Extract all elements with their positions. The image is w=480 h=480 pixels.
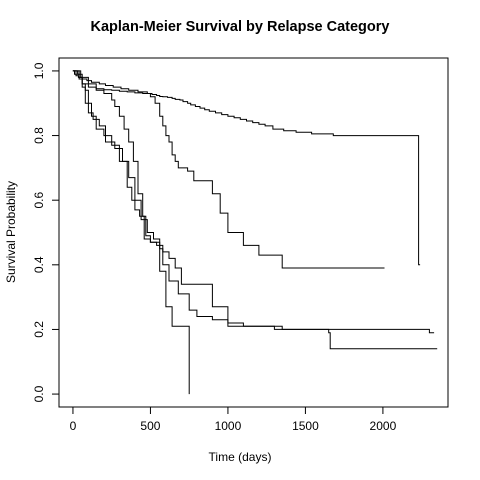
y-tick-label: 0.8 <box>32 127 46 144</box>
plot-frame <box>58 57 449 408</box>
chart-title: Kaplan-Meier Survival by Relapse Categor… <box>90 19 390 35</box>
survival-curve-5 <box>72 70 438 350</box>
y-axis-label: Survival Probability <box>4 180 18 284</box>
series-group <box>72 70 438 395</box>
y-tick-label: 0.4 <box>32 256 46 273</box>
survival-curve-4 <box>72 70 435 334</box>
y-tick-label: 0.0 <box>32 385 46 402</box>
survival-curve-3 <box>72 70 190 395</box>
y-tick-label: 0.6 <box>32 192 46 209</box>
y-tick-label: 0.2 <box>32 321 46 338</box>
survival-curve-2 <box>72 70 385 269</box>
x-tick-label: 1500 <box>292 419 319 433</box>
x-tick-label: 1000 <box>215 419 242 433</box>
y-tick-label: 1.0 <box>32 62 46 79</box>
x-tick-label: 0 <box>70 419 77 433</box>
survival-curve-1 <box>72 70 421 266</box>
x-tick-label: 500 <box>140 419 160 433</box>
x-axis-label: Time (days) <box>208 450 272 464</box>
axes: 0 500 1000 1500 2000 0.0 0.2 0.4 0.6 0.8 1.0 <box>32 57 449 433</box>
x-tick-label: 2000 <box>370 419 397 433</box>
